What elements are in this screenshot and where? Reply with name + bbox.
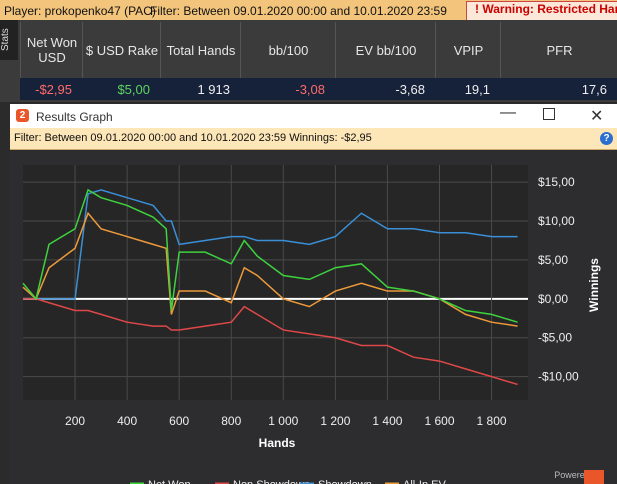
- series-line: [23, 298, 518, 386]
- y-axis-title: Winnings: [587, 258, 601, 312]
- x-tick-label: 400: [117, 414, 137, 428]
- app-icon: 2: [16, 109, 29, 122]
- close[interactable]: ✕: [590, 108, 604, 125]
- chart: Hands Winnings Powered by -$10,00 -$5,00 $…: [22, 165, 604, 484]
- plot-area: [23, 165, 528, 400]
- x-tick-label: 1 600: [424, 414, 454, 428]
- stats-value: -3,08: [295, 82, 325, 97]
- title-bar: 2 Results Graph — ✕: [10, 104, 617, 128]
- powered-by: Powered by: [554, 470, 602, 480]
- y-tick-label: $15,00: [538, 175, 575, 189]
- stats-value: -$2,95: [35, 82, 72, 97]
- x-tick-label: 800: [221, 414, 241, 428]
- stats-value: $5,00: [117, 82, 150, 97]
- stats-header: Net Won USD: [20, 22, 83, 78]
- filter: Filter: Between 09.01.2020 00:00 and 10.…: [150, 4, 447, 18]
- maximize[interactable]: [543, 108, 555, 120]
- help[interactable]: ?: [600, 132, 613, 145]
- y-tick-label: -$10,00: [538, 370, 579, 384]
- stats-value: 19,1: [464, 82, 490, 97]
- stats-value: 1 913: [197, 82, 230, 97]
- window-title: Results Graph: [36, 110, 113, 124]
- window-filter: Filter: Between 09.01.2020 00:00 and 10.…: [14, 132, 287, 144]
- stats-header: Total Hands: [160, 22, 241, 78]
- logo: [584, 470, 604, 484]
- stats-tab[interactable]: Stats: [0, 20, 18, 60]
- x-tick-label: 200: [65, 414, 85, 428]
- y-tick-label: $5,00: [538, 253, 568, 267]
- legend-label: Non Showdown: [233, 479, 310, 484]
- window-winnings: Winnings: -$2,95: [289, 132, 372, 144]
- stats-header: EV bb/100: [335, 22, 436, 78]
- warning-icon: !: [475, 2, 479, 16]
- stats-value: 17,6: [581, 82, 607, 97]
- warning-text: Warning: Restricted Hand: [482, 2, 617, 16]
- series-line: [22, 188, 518, 323]
- stats-header: bb/100: [240, 22, 336, 78]
- x-tick-label: 1 200: [320, 414, 350, 428]
- x-tick-label: 600: [169, 414, 189, 428]
- stats-header: PFR: [500, 22, 617, 78]
- x-tick-label: 1 800: [477, 414, 507, 428]
- stats-header: $ USD Rake: [82, 22, 161, 78]
- legend-label: Showdown: [318, 479, 372, 484]
- warning[interactable]: ! Warning: Restricted Hand: [466, 1, 617, 21]
- series-line: [23, 189, 518, 300]
- stats-value: -3,68: [395, 82, 425, 97]
- y-tick-label: -$5,00: [538, 331, 572, 345]
- x-axis-title: Hands: [259, 436, 296, 450]
- x-tick-label: 1 400: [372, 414, 402, 428]
- legend-label: All-In EV: [403, 479, 446, 484]
- player: Player: prokopenko47 (PAC): [4, 4, 156, 18]
- top-bar: Player: prokopenko47 (PAC) Filter: Betwe…: [0, 0, 617, 20]
- legend-label: Net Won: [148, 479, 191, 484]
- minimize[interactable]: —: [500, 104, 516, 121]
- stats-row: [20, 78, 617, 100]
- filter-bar: Filter: Between 09.01.2020 00:00 and 10.…: [10, 128, 617, 150]
- stats-header: VPIP: [435, 22, 501, 78]
- y-tick-label: $0,00: [538, 292, 568, 306]
- y-tick-label: $10,00: [538, 214, 575, 228]
- x-tick-label: 1 000: [268, 414, 298, 428]
